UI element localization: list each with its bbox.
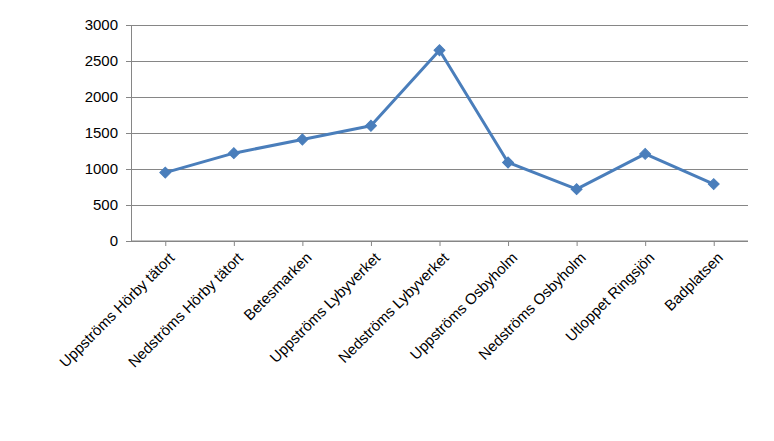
chart-container: 0 500 1000 1500 2000 2500 3000 Uppströms Hörby … xyxy=(0,0,774,441)
x-axis: Uppströms Hörby tätortNedströms Hörby tä… xyxy=(56,241,748,370)
x-tick-mark xyxy=(508,241,509,246)
x-tick-label: Uppströms Lybyverket xyxy=(266,248,384,366)
marker xyxy=(228,148,239,159)
y-tick: 3000 xyxy=(85,16,131,33)
x-tick: Nedströms Hörby tätort xyxy=(125,241,247,370)
plot-area xyxy=(160,45,719,195)
marker xyxy=(503,157,514,168)
y-tick: 500 xyxy=(93,196,131,213)
y-tick-mark xyxy=(126,25,131,26)
x-tick-mark xyxy=(302,241,303,246)
x-tick: Nedströms Osbyholm xyxy=(475,241,589,363)
y-tick-mark xyxy=(126,61,131,62)
y-axis: 0 500 1000 1500 2000 2500 3000 xyxy=(85,16,132,249)
x-tick: Nedströms Lybyverket xyxy=(335,241,453,366)
x-tick: Badplatsen xyxy=(661,241,726,314)
x-tick: Uppströms Lybyverket xyxy=(266,241,384,366)
x-tick-label: Badplatsen xyxy=(661,249,726,314)
y-tick-label: 500 xyxy=(93,196,118,213)
y-tick-label: 2500 xyxy=(85,52,118,69)
x-tick-mark xyxy=(577,241,578,246)
marker xyxy=(640,148,651,159)
y-tick: 0 xyxy=(110,232,131,249)
marker xyxy=(708,179,719,190)
x-tick: Utloppet Ringsjön xyxy=(562,241,658,345)
x-tick-label: Nedströms Osbyholm xyxy=(475,249,589,363)
x-tick-mark xyxy=(234,241,235,246)
series-line xyxy=(165,50,713,189)
grid-line xyxy=(131,25,748,26)
y-tick-mark xyxy=(126,169,131,170)
x-tick-label: Utloppet Ringsjön xyxy=(562,249,658,345)
x-tick: Uppströms Hörby tätort xyxy=(56,241,178,370)
x-tick-mark xyxy=(645,241,646,246)
chart-svg: 0 500 1000 1500 2000 2500 3000 Uppströms Hörby … xyxy=(0,0,774,441)
grid-line xyxy=(131,169,748,170)
marker xyxy=(160,167,171,178)
y-tick-mark xyxy=(126,133,131,134)
x-tick-label: Uppströms Hörby tätort xyxy=(56,248,178,370)
y-tick-mark xyxy=(126,205,131,206)
grid-line xyxy=(131,205,748,206)
y-tick-mark xyxy=(126,97,131,98)
marker xyxy=(434,45,445,56)
marker xyxy=(571,184,582,195)
x-tick-label: Nedströms Hörby tätort xyxy=(125,248,247,370)
grid-line xyxy=(131,61,748,62)
y-tick: 1000 xyxy=(85,160,131,177)
y-tick-label: 3000 xyxy=(85,16,118,33)
marker xyxy=(365,120,376,131)
grid-line xyxy=(131,97,748,98)
x-tick: Betesmarken xyxy=(240,241,315,323)
y-tick-label: 0 xyxy=(110,232,118,249)
grid xyxy=(131,25,748,241)
y-tick-label: 1500 xyxy=(85,124,118,141)
x-tick-label: Betesmarken xyxy=(240,249,315,324)
y-tick-label: 2000 xyxy=(85,88,118,105)
x-tick-mark xyxy=(440,241,441,246)
y-axis-line xyxy=(126,26,132,242)
x-tick-mark xyxy=(165,241,166,246)
grid-line xyxy=(131,133,748,134)
x-tick-mark xyxy=(714,241,715,246)
y-tick: 2500 xyxy=(85,52,131,69)
y-tick-label: 1000 xyxy=(85,160,118,177)
marker xyxy=(297,134,308,145)
y-tick: 1500 xyxy=(85,124,131,141)
x-tick-label: Nedströms Lybyverket xyxy=(335,248,453,366)
y-tick-mark xyxy=(126,241,131,242)
x-tick-mark xyxy=(371,241,372,246)
y-tick: 2000 xyxy=(85,88,131,105)
